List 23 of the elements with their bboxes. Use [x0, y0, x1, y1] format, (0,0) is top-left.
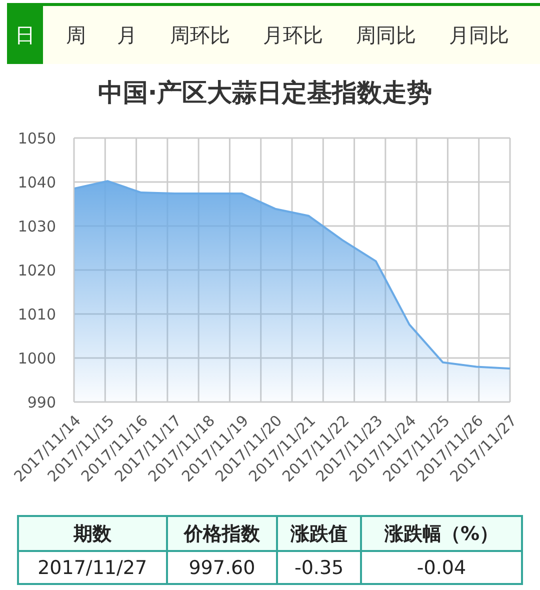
y-tick-label: 1020: [18, 261, 56, 280]
y-tick-label: 1010: [18, 305, 56, 324]
y-tick-label: 1030: [18, 217, 56, 236]
text: 周同比: [356, 23, 416, 47]
text: 月环比: [263, 23, 323, 47]
text: 周环比: [170, 23, 230, 47]
text: 月同比: [449, 23, 509, 47]
text: 日: [15, 23, 35, 47]
text: 涨跌幅（%）: [360, 516, 522, 551]
y-tick-label: 1050: [18, 129, 56, 148]
text: 周: [66, 23, 86, 47]
text: 2017/11/27: [18, 551, 167, 584]
y-tick-label: 1000: [18, 349, 56, 368]
text: 997.60: [166, 551, 278, 584]
text: 涨跌值: [277, 516, 361, 551]
text: -0.35: [277, 551, 361, 584]
text: -0.04: [360, 551, 522, 584]
y-tick-label: 1040: [18, 173, 56, 192]
text: 价格指数: [166, 516, 278, 551]
y-tick-label: 990: [27, 393, 56, 412]
text: 期数: [18, 516, 167, 551]
chart-title: 中国·产区大蒜日定基指数走势: [96, 77, 434, 109]
text: 月: [117, 23, 137, 47]
